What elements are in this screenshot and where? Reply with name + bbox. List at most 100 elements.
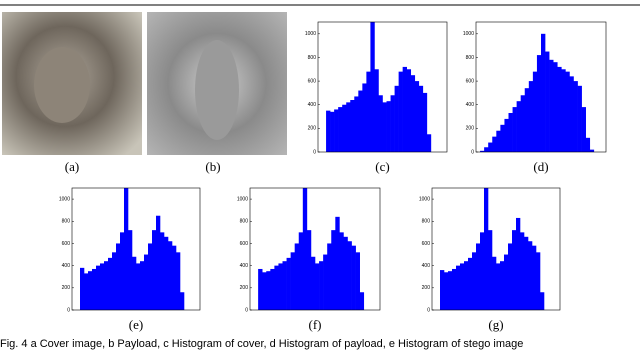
bar <box>290 252 295 310</box>
bar <box>528 81 534 152</box>
bar <box>346 102 351 152</box>
bar <box>410 75 416 152</box>
bar <box>468 257 473 310</box>
bar <box>92 268 97 310</box>
bar <box>140 261 145 310</box>
y-tick-label: 0 <box>245 307 248 313</box>
bar <box>120 232 125 310</box>
bar <box>406 69 412 152</box>
bar <box>176 252 181 310</box>
y-tick-label: 1000 <box>59 196 70 202</box>
bar <box>100 263 105 310</box>
bar <box>116 243 121 310</box>
bar <box>302 188 308 310</box>
bar <box>573 81 578 152</box>
bar <box>350 100 355 152</box>
y-tick-label: 800 <box>240 219 249 225</box>
bar <box>310 256 316 310</box>
bar <box>342 104 347 152</box>
bar <box>334 109 339 152</box>
bar <box>528 241 533 310</box>
bar <box>286 257 291 310</box>
bar <box>378 95 383 152</box>
bar <box>496 130 501 152</box>
bar <box>426 134 432 152</box>
bar <box>96 265 101 310</box>
y-tick-label: 600 <box>308 78 317 84</box>
bar <box>294 243 300 310</box>
bar <box>335 216 340 310</box>
bar <box>500 124 505 152</box>
bar <box>414 81 420 152</box>
bar <box>282 261 287 310</box>
bar <box>88 271 93 310</box>
y-tick-label: 0 <box>471 149 474 155</box>
panel-label: (e) <box>129 317 143 332</box>
bar <box>84 273 89 310</box>
bar <box>553 62 558 152</box>
bar <box>172 245 177 310</box>
bar <box>540 292 545 310</box>
bar <box>460 263 465 310</box>
bar <box>327 243 332 310</box>
y-tick-label: 600 <box>466 78 475 84</box>
bar <box>480 232 485 310</box>
bar <box>362 83 367 152</box>
bar <box>144 254 149 310</box>
bar <box>402 66 407 152</box>
bar <box>549 59 554 153</box>
bar <box>512 230 517 310</box>
plot-frame <box>431 187 561 311</box>
bar <box>422 92 428 152</box>
y-tick-label: 1000 <box>237 196 248 202</box>
y-tick-label: 200 <box>422 285 431 291</box>
bar <box>524 236 529 310</box>
bar <box>508 243 513 310</box>
y-tick-label: 200 <box>240 285 249 291</box>
bar <box>504 118 509 152</box>
bar <box>104 261 109 310</box>
bar <box>516 217 521 310</box>
bar <box>565 71 570 152</box>
bar <box>557 66 562 152</box>
bar <box>278 263 283 310</box>
bar <box>504 254 509 310</box>
nose-shape <box>195 40 239 140</box>
bar <box>370 22 375 152</box>
bar <box>330 111 335 152</box>
bar <box>452 268 457 310</box>
y-tick-label: 400 <box>308 102 317 108</box>
plot-frame <box>475 21 607 153</box>
bar <box>266 271 271 310</box>
bar <box>520 95 526 152</box>
plot-frame <box>71 187 201 311</box>
y-tick-label: 400 <box>422 263 431 269</box>
y-tick-label: 400 <box>62 263 71 269</box>
bar <box>394 85 399 152</box>
bar <box>128 230 133 310</box>
bar <box>520 232 525 310</box>
y-tick-label: 1000 <box>463 31 474 37</box>
plot-frame <box>317 21 448 153</box>
bar <box>524 88 530 152</box>
bar <box>80 267 85 310</box>
bar <box>148 243 153 310</box>
bar <box>374 69 379 152</box>
bar <box>480 150 485 152</box>
bar <box>472 252 477 310</box>
bar <box>331 230 336 310</box>
y-tick-label: 0 <box>313 149 316 155</box>
y-tick-label: 200 <box>62 285 71 291</box>
bar <box>386 101 391 152</box>
bar <box>484 188 489 310</box>
bar <box>488 142 493 152</box>
y-tick-label: 200 <box>308 126 317 132</box>
panel-label: (b) <box>205 159 220 174</box>
bar <box>274 265 279 310</box>
bar <box>323 254 328 310</box>
bar <box>319 261 324 310</box>
bar <box>136 263 141 310</box>
bar <box>390 95 395 152</box>
panel-label: (d) <box>533 159 548 174</box>
bar <box>536 252 541 310</box>
